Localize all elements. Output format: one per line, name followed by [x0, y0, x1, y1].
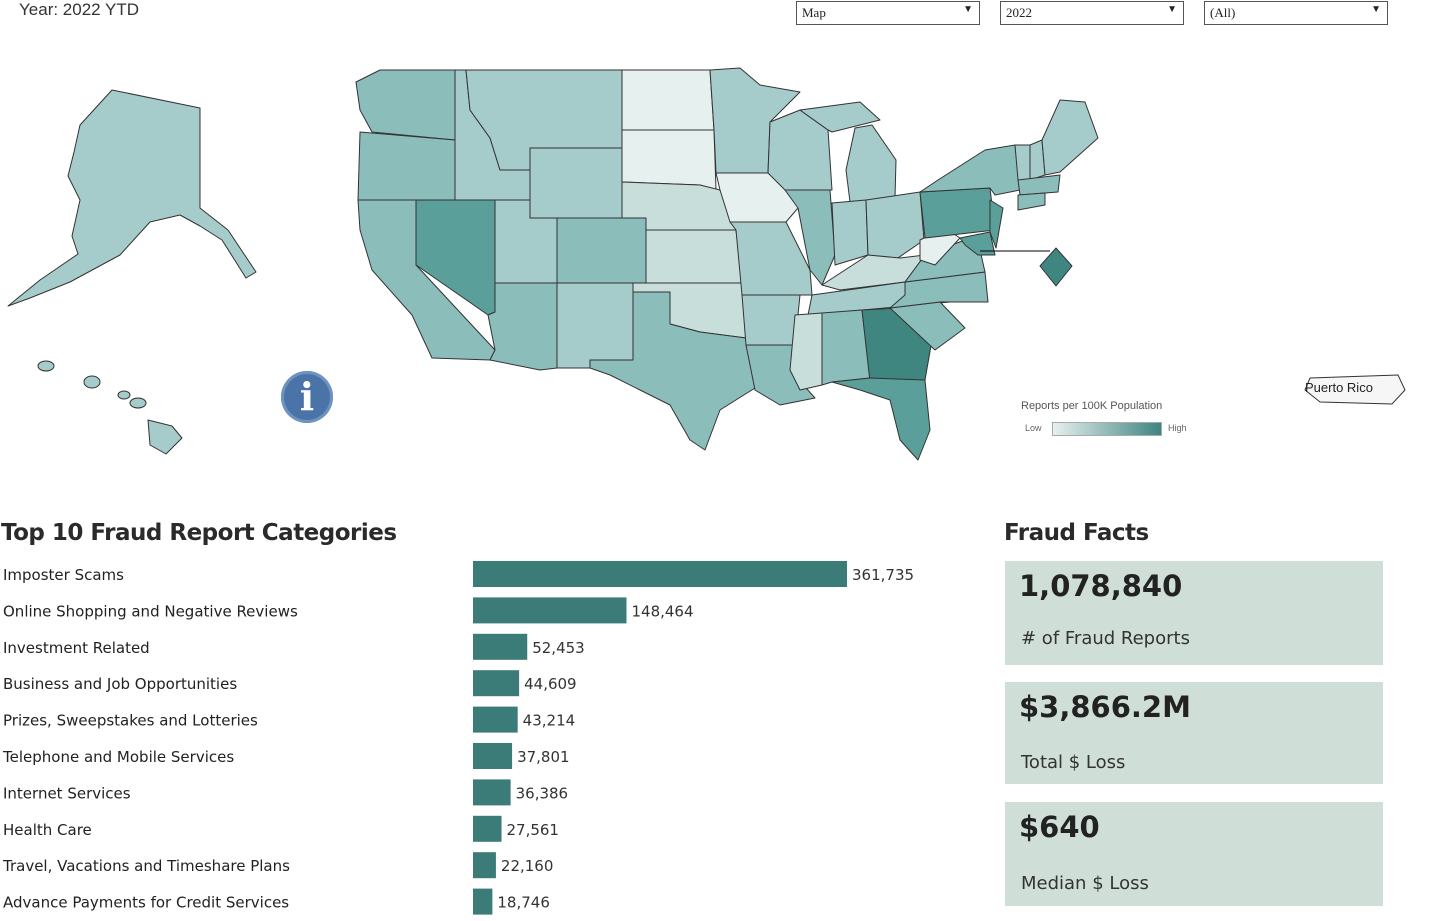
category-label: Investment Related	[3, 639, 150, 657]
state-maryland[interactable]	[959, 231, 996, 256]
bar[interactable]	[473, 633, 528, 660]
bar-value-label: 36,386	[516, 784, 569, 802]
bar[interactable]	[473, 852, 496, 879]
bar-value-label: 18,746	[497, 894, 550, 912]
fact-value: 1,078,840	[1019, 569, 1183, 603]
bar[interactable]	[473, 561, 847, 587]
state-indiana[interactable]	[831, 199, 869, 266]
state-vermont[interactable]	[1014, 144, 1031, 181]
fact-label: Total $ Loss	[1021, 752, 1126, 773]
state-oregon[interactable]	[357, 131, 456, 201]
category-label: Health Care	[3, 821, 92, 839]
category-label: Business and Job Opportunities	[3, 675, 237, 693]
state-colorado[interactable]	[556, 217, 647, 284]
legend-title: Reports per 100K Population	[1021, 400, 1163, 412]
state-massachusetts[interactable]	[1017, 174, 1061, 196]
bar[interactable]	[473, 597, 627, 624]
top10-bar-chart: Imposter Scams 361,735 Online Shopping and…	[2, 561, 914, 915]
state-pennsylvania[interactable]	[919, 187, 996, 239]
dc-callout-diamond[interactable]	[1039, 247, 1073, 287]
category-label: Advance Payments for Credit Services	[3, 894, 289, 912]
fact-card-total-loss: $3,866.2M Total $ Loss	[1005, 682, 1383, 784]
bar-value-label: 52,453	[532, 639, 585, 657]
fact-card-reports: 1,078,840 # of Fraud Reports	[1005, 561, 1383, 665]
state-kansas[interactable]	[645, 229, 743, 284]
state-new-jersey[interactable]	[989, 199, 1004, 249]
puerto-rico-label: Puerto Rico	[1305, 380, 1373, 395]
state-washington[interactable]	[355, 69, 456, 141]
state-dropdown-value: (All)	[1210, 5, 1236, 20]
state-new-mexico[interactable]	[556, 282, 634, 369]
legend-gradient	[1052, 422, 1162, 436]
bar-value-label: 148,464	[631, 602, 693, 620]
state-hawaii[interactable]	[37, 360, 183, 455]
category-label: Prizes, Sweepstakes and Lotteries	[3, 712, 258, 730]
state-dropdown[interactable]: (All) ▼	[1204, 1, 1388, 25]
year-dropdown-value: 2022	[1006, 5, 1032, 20]
category-label: Imposter Scams	[3, 566, 124, 584]
category-label: Travel, Vacations and Timeshare Plans	[2, 857, 290, 875]
fact-value: $640	[1019, 810, 1100, 844]
bar-value-label: 44,609	[524, 675, 577, 693]
category-label: Online Shopping and Negative Reviews	[3, 602, 298, 620]
fact-label: # of Fraud Reports	[1021, 628, 1190, 649]
state-ohio[interactable]	[865, 191, 925, 261]
state-arkansas[interactable]	[741, 294, 801, 346]
year-label: Year: 2022 YTD	[19, 0, 140, 19]
fact-label: Median $ Loss	[1021, 873, 1149, 894]
state-maine[interactable]	[1041, 99, 1099, 176]
bar[interactable]	[473, 815, 502, 842]
info-icon[interactable]: i	[281, 371, 333, 423]
fact-card-median-loss: $640 Median $ Loss	[1005, 802, 1383, 906]
category-label: Telephone and Mobile Services	[2, 748, 234, 766]
view-dropdown[interactable]: Map ▼	[796, 1, 980, 25]
bar-value-label: 27,561	[506, 821, 559, 839]
top10-title: Top 10 Fraud Report Categories	[1, 520, 397, 546]
state-michigan[interactable]	[799, 101, 897, 203]
legend-high-label: High	[1168, 423, 1187, 433]
bar-value-label: 43,214	[523, 712, 576, 730]
chevron-down-icon: ▼	[963, 4, 973, 15]
state-arizona[interactable]	[487, 282, 558, 371]
chevron-down-icon: ▼	[1371, 4, 1381, 15]
chevron-down-icon: ▼	[1167, 4, 1177, 15]
territory-puerto-rico[interactable]	[1304, 374, 1406, 405]
us-choropleth-map[interactable]	[0, 40, 1440, 480]
state-south-dakota[interactable]	[621, 129, 717, 191]
bar-value-label: 37,801	[517, 748, 570, 766]
state-texas[interactable]	[589, 291, 756, 451]
bar[interactable]	[473, 888, 493, 915]
year-dropdown[interactable]: 2022 ▼	[1000, 1, 1184, 25]
state-north-dakota[interactable]	[621, 69, 715, 131]
fraud-facts-title: Fraud Facts	[1004, 520, 1149, 546]
bar[interactable]	[473, 779, 511, 806]
view-dropdown-value: Map	[802, 5, 826, 20]
state-virginia[interactable]	[904, 239, 986, 283]
fact-value: $3,866.2M	[1019, 690, 1191, 724]
state-alaska[interactable]	[7, 89, 257, 307]
state-missouri[interactable]	[729, 221, 813, 296]
state-new-york[interactable]	[919, 144, 1021, 196]
state-wyoming[interactable]	[529, 147, 623, 219]
bar-value-label: 361,735	[852, 566, 914, 584]
bar[interactable]	[473, 743, 513, 769]
legend-low-label: Low	[1025, 423, 1042, 433]
state-connecticut[interactable]	[1017, 192, 1046, 211]
state-florida[interactable]	[831, 377, 931, 461]
bar-value-label: 22,160	[501, 857, 554, 875]
state-mississippi[interactable]	[789, 312, 823, 391]
bar[interactable]	[473, 706, 518, 733]
category-label: Internet Services	[3, 784, 131, 802]
bar[interactable]	[473, 670, 520, 697]
